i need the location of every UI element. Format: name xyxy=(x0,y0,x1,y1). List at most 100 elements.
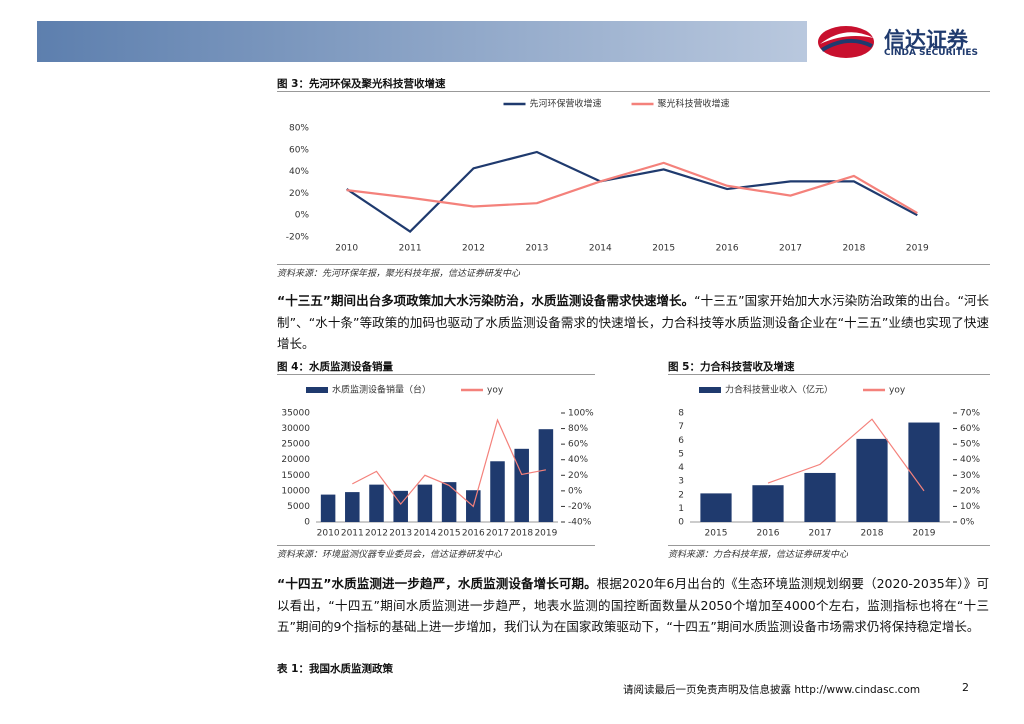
y2-tick-label: 60% xyxy=(960,424,980,434)
y-tick-label: 15000 xyxy=(281,471,310,481)
bar xyxy=(908,422,940,522)
y-tick-label: 25000 xyxy=(281,440,310,450)
page-number: 2 xyxy=(962,681,969,694)
y-tick-label: 8 xyxy=(678,409,684,419)
y2-tick-label: 100% xyxy=(568,409,594,419)
x-tick-label: 2015 xyxy=(705,529,728,539)
bar xyxy=(417,484,433,522)
paragraph: “十三五”期间出台多项政策加大水污染防治，水质监测设备需求快速增长。“十三五”国… xyxy=(277,290,989,355)
line xyxy=(352,418,547,508)
paragraph: “十四五”水质监测进一步趋严，水质监测设备增长可期。根据2020年6月出台的《生… xyxy=(277,573,989,638)
y-tick-label: 0 xyxy=(678,518,684,528)
y-tick-label: 30000 xyxy=(281,424,310,434)
figure-title: 图 4：水质监测设备销量 xyxy=(277,361,393,373)
source: 资料来源：力合科技年报，信达证券研发中心 xyxy=(668,550,849,560)
x-tick-label: 2016 xyxy=(462,529,485,539)
y2-tick-label: 20% xyxy=(960,486,980,496)
y-tick-label: 0% xyxy=(295,211,310,221)
y-tick-label: 5000 xyxy=(287,502,310,512)
bar xyxy=(700,493,732,522)
rule xyxy=(277,374,595,375)
x-tick-label: 2012 xyxy=(365,529,388,539)
x-tick-label: 2018 xyxy=(510,529,533,539)
bar xyxy=(538,429,554,522)
rule xyxy=(277,264,990,265)
bar xyxy=(490,461,505,522)
table-title: 表 1：我国水质监测政策 xyxy=(277,663,393,675)
line xyxy=(767,418,925,492)
legend-label: 力合科技营业收入（亿元） xyxy=(725,384,833,396)
y-tick-label: 60% xyxy=(289,145,309,155)
x-tick-label: 2018 xyxy=(842,244,865,254)
y-tick-label: 7 xyxy=(678,422,684,432)
lead: “十三五”期间出台多项政策加大水污染防治，水质监测设备需求快速增长。 xyxy=(277,293,695,308)
x-tick-label: 2019 xyxy=(534,529,557,539)
y-tick-label: 5 xyxy=(678,449,684,459)
legend-label: 聚光科技营收增速 xyxy=(658,98,730,110)
source: 资料来源：环境监测仪器专业委员会，信达证券研发中心 xyxy=(277,550,503,560)
y-tick-label: 6 xyxy=(678,436,684,446)
bar xyxy=(804,472,836,522)
x-tick-label: 2011 xyxy=(341,529,364,539)
x-tick-label: 2015 xyxy=(438,529,461,539)
x-tick-label: 2013 xyxy=(525,244,548,254)
y2-tick-label: -20% xyxy=(568,502,592,512)
y2-tick-label: 10% xyxy=(960,502,980,512)
rule xyxy=(668,545,990,546)
logo-icon xyxy=(818,26,874,58)
legend-label: yoy xyxy=(487,386,504,396)
figure-title: 图 3：先河环保及聚光科技营收增速 xyxy=(277,78,446,90)
y2-tick-label: 0% xyxy=(568,486,583,496)
url: http://www.cindasc.com xyxy=(794,684,921,696)
disclaimer: 请阅读最后一页免责声明及信息披露 xyxy=(623,684,791,696)
x-tick-label: 2019 xyxy=(913,529,936,539)
logo-text: 信达证券 xyxy=(884,28,968,52)
x-tick-label: 2010 xyxy=(335,244,358,254)
y-tick-label: 80% xyxy=(289,124,309,134)
x-tick-label: 2019 xyxy=(906,244,929,254)
legend-label: 水质监测设备销量（台） xyxy=(332,384,431,396)
bar xyxy=(369,484,384,522)
legend-swatch xyxy=(699,387,721,393)
text: 根据2020年6月出台的《生态环境监测规划纲要（2020-2035年）》可以看出… xyxy=(277,576,989,634)
y-tick-label: 35000 xyxy=(281,409,310,419)
x-tick-label: 2017 xyxy=(779,244,802,254)
x-tick-label: 2016 xyxy=(757,529,780,539)
legend-label: 先河环保营收增速 xyxy=(530,98,602,110)
y-tick-label: 0 xyxy=(304,518,310,528)
chart: 80% 60% 40% 20% 0% -20% 2010 2011 2012 2013 2014 20… xyxy=(286,98,929,254)
y-tick-label: 1 xyxy=(678,504,684,514)
logo-en: CINDA SECURITIES xyxy=(884,48,978,58)
y2-tick-label: 40% xyxy=(568,455,588,465)
x-tick-label: 2010 xyxy=(317,529,340,539)
bar xyxy=(856,438,888,522)
y2-tick-label: 50% xyxy=(960,440,980,450)
chart: 0 5000 10000 15000 20000 25000 30000 35000 -40% -… xyxy=(281,384,594,539)
y-tick-label: 4 xyxy=(678,463,684,473)
text: “十三五”国家开始加大水污染防治政策的出台。“河长制”、“水十条”等政策的加码也… xyxy=(277,293,989,351)
x-tick-label: 2014 xyxy=(589,244,612,254)
y2-tick-label: 20% xyxy=(568,471,588,481)
x-tick-label: 2017 xyxy=(486,529,509,539)
line xyxy=(346,161,918,214)
y-tick-label: 10000 xyxy=(281,486,310,496)
y-tick-label: 20% xyxy=(289,189,309,199)
y2-tick-label: 70% xyxy=(960,409,980,419)
figure-title: 图 5：力合科技营收及增速 xyxy=(668,361,795,373)
bar xyxy=(320,494,336,522)
y2-tick-label: -40% xyxy=(568,518,592,528)
bar xyxy=(345,492,360,522)
x-tick-label: 2011 xyxy=(399,244,422,254)
x-tick-label: 2013 xyxy=(389,529,412,539)
y2-tick-label: 30% xyxy=(960,471,980,481)
y-tick-label: 20000 xyxy=(281,455,310,465)
x-tick-label: 2014 xyxy=(413,529,436,539)
y-tick-label: 40% xyxy=(289,167,309,177)
y-tick-label: 3 xyxy=(678,477,684,487)
chart: 0 1 2 3 4 5 6 7 8 0% 10% 20% 30% 40% 50% 60% 70% 2015 2016… xyxy=(678,384,980,539)
y2-tick-label: 40% xyxy=(960,455,980,465)
bar xyxy=(514,448,529,522)
y2-tick-label: 60% xyxy=(568,440,588,450)
line xyxy=(346,150,918,233)
